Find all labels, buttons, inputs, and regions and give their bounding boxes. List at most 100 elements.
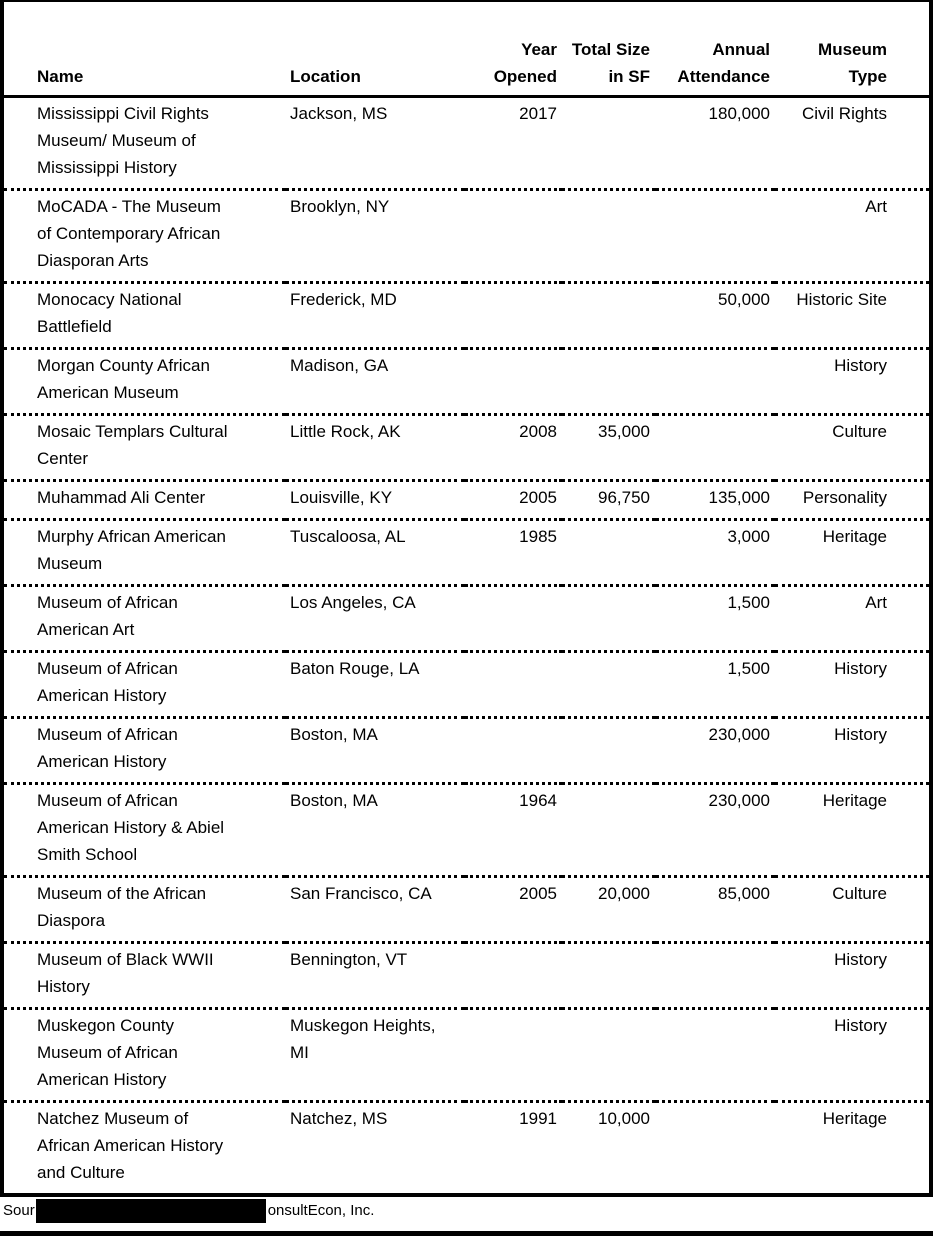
column-header-line1: Annual	[712, 40, 770, 59]
cell-location: Baton Rouge, LA	[285, 650, 465, 718]
table-body: Mississippi Civil Rights Museum/ Museum …	[4, 97, 929, 1193]
column-header-line1: Museum	[818, 40, 887, 59]
cell-total-size-sf: 96,750	[562, 479, 655, 520]
table-row: Muhammad Ali Center Louisville, KY 2005 …	[4, 479, 929, 520]
cell-name: Natchez Museum of African American Histo…	[4, 1100, 285, 1193]
cell-location: Boston, MA	[285, 782, 465, 877]
cell-annual-attendance: 230,000	[655, 782, 775, 877]
source-text-left-fragment: Sour	[3, 1202, 35, 1219]
cell-total-size-sf	[562, 188, 655, 283]
cell-year-opened	[465, 281, 562, 349]
cell-name: Murphy African American Museum	[4, 518, 285, 586]
table-row: Mississippi Civil Rights Museum/ Museum …	[4, 97, 929, 190]
cell-location: Natchez, MS	[285, 1100, 465, 1193]
table-row: Museum of African American History Bosto…	[4, 716, 929, 784]
cell-museum-type: Culture	[775, 413, 929, 481]
column-header-line2: in SF	[608, 67, 650, 86]
cell-museum-type: History	[775, 716, 929, 784]
table-row: MoCADA - The Museum of Contemporary Afri…	[4, 188, 929, 283]
cell-year-opened	[465, 584, 562, 652]
cell-annual-attendance	[655, 188, 775, 283]
cell-total-size-sf: 20,000	[562, 875, 655, 943]
cell-year-opened: 1964	[465, 782, 562, 877]
cell-total-size-sf	[562, 941, 655, 1009]
cell-name: Monocacy National Battlefield	[4, 281, 285, 349]
cell-annual-attendance	[655, 941, 775, 1009]
cell-year-opened: 2008	[465, 413, 562, 481]
cell-name: Morgan County African American Museum	[4, 347, 285, 415]
cell-year-opened: 2005	[465, 875, 562, 943]
cell-year-opened: 2017	[519, 104, 557, 123]
cell-year-opened	[465, 188, 562, 283]
cell-location: Little Rock, AK	[285, 413, 465, 481]
cell-name: Mosaic Templars Cultural Center	[4, 413, 285, 481]
redaction-box	[35, 1199, 266, 1223]
table-row: Natchez Museum of African American Histo…	[4, 1100, 929, 1193]
cell-annual-attendance: 50,000	[655, 281, 775, 349]
source-line: Sour onsultEcon, Inc.	[0, 1197, 933, 1225]
column-header-line2: Name	[37, 67, 84, 86]
cell-annual-attendance: 230,000	[655, 716, 775, 784]
cell-year-opened: 2005	[465, 479, 562, 520]
column-header: Location	[285, 2, 465, 98]
cell-year-opened	[465, 941, 562, 1009]
source-text-right-fragment: onsultEcon, Inc.	[267, 1202, 375, 1219]
cell-name: MoCADA - The Museum of Contemporary Afri…	[4, 188, 285, 283]
column-header-line2: Opened	[493, 67, 557, 86]
cell-annual-attendance: 1,500	[655, 650, 775, 718]
cell-name: Museum of African American Art	[4, 584, 285, 652]
cell-total-size-sf	[562, 281, 655, 349]
cell-year-opened: 1985	[465, 518, 562, 586]
cell-annual-attendance: 1,500	[655, 584, 775, 652]
cell-annual-attendance	[655, 1007, 775, 1102]
table-row: Museum of the African Diaspora San Franc…	[4, 875, 929, 943]
table-row: Muskegon County Museum of African Americ…	[4, 1007, 929, 1102]
table-row: Monocacy National Battlefield Frederick,…	[4, 281, 929, 349]
cell-location: Boston, MA	[285, 716, 465, 784]
cell-museum-type: History	[775, 347, 929, 415]
cell-total-size-sf	[562, 782, 655, 877]
cell-name: Museum of African American History	[4, 650, 285, 718]
cell-museum-type: Historic Site	[775, 281, 929, 349]
cell-name: Museum of African American History & Abi…	[4, 782, 285, 877]
cell-annual-attendance: 180,000	[708, 104, 770, 123]
table-row: Museum of African American Art Los Angel…	[4, 584, 929, 652]
cell-name: Museum of the African Diaspora	[4, 875, 285, 943]
cell-annual-attendance	[655, 413, 775, 481]
header-row: Name Location Year Opened Total Size in …	[4, 2, 929, 98]
cell-location: San Francisco, CA	[285, 875, 465, 943]
cell-name: Museum of African American History	[4, 716, 285, 784]
cell-museum-type: Heritage	[775, 518, 929, 586]
cell-name: Muhammad Ali Center	[4, 479, 285, 520]
column-header-line1: Total Size	[571, 40, 650, 59]
cell-location: Los Angeles, CA	[285, 584, 465, 652]
cell-annual-attendance: 135,000	[655, 479, 775, 520]
cell-total-size-sf	[562, 518, 655, 586]
column-header: Total Size in SF	[562, 2, 655, 98]
cell-museum-type: History	[775, 941, 929, 1009]
cell-location: Bennington, VT	[285, 941, 465, 1009]
museum-table: Name Location Year Opened Total Size in …	[4, 2, 929, 1193]
cell-year-opened: 1991	[465, 1100, 562, 1193]
cell-location: Muskegon Heights, MI	[285, 1007, 465, 1102]
column-header: Annual Attendance	[655, 2, 775, 98]
cell-museum-type: Heritage	[775, 1100, 929, 1193]
cell-year-opened	[465, 716, 562, 784]
cell-name: Muskegon County Museum of African Americ…	[4, 1007, 285, 1102]
table-row: Mosaic Templars Cultural Center Little R…	[4, 413, 929, 481]
cell-name: Museum of Black WWII History	[4, 941, 285, 1009]
cell-total-size-sf	[562, 584, 655, 652]
column-header-line2: Type	[848, 67, 887, 86]
column-header-line2: Attendance	[677, 67, 770, 86]
cell-museum-type: Personality	[775, 479, 929, 520]
cell-year-opened	[465, 650, 562, 718]
cell-location: Tuscaloosa, AL	[285, 518, 465, 586]
cell-total-size-sf	[562, 716, 655, 784]
cell-total-size-sf	[562, 347, 655, 415]
column-header: Name	[4, 2, 285, 98]
bottom-black-bar	[0, 1231, 933, 1236]
table-row: Murphy African American Museum Tuscaloos…	[4, 518, 929, 586]
cell-museum-type: History	[775, 650, 929, 718]
cell-location: Brooklyn, NY	[285, 188, 465, 283]
cell-total-size-sf: 10,000	[562, 1100, 655, 1193]
